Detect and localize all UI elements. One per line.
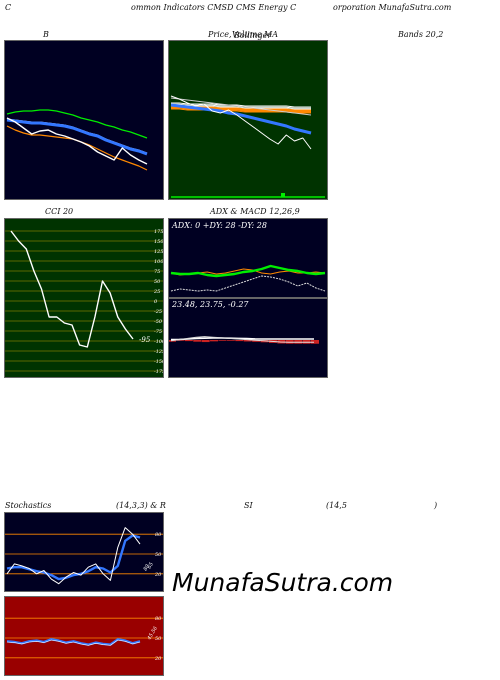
cci-line	[10, 230, 134, 348]
cci-tick-label: 150	[154, 239, 163, 245]
macd-histogram-bar	[252, 340, 261, 342]
bollinger-chart	[6, 109, 148, 171]
cci-tick-label: -175	[154, 369, 163, 375]
cci-last-label: -95	[139, 336, 151, 344]
rsi-params: (14,5	[326, 501, 347, 510]
price-panel	[168, 40, 328, 200]
cci-tick-label: -75	[154, 329, 162, 335]
price-close-line	[170, 95, 312, 150]
bollinger-title: B	[43, 30, 49, 39]
cci-tick-label: 50	[154, 279, 161, 285]
stoch-params: (14,3,3) & R	[116, 501, 166, 510]
macd-histogram-bar	[218, 340, 227, 341]
stoch-title: Stochastics	[5, 501, 52, 510]
cci-chart: 175 150 125 100 75 50 25 0 -25 -50 -75 -100 -125 -150…	[5, 229, 166, 375]
macd-histogram-bar	[193, 340, 202, 342]
header-part1: C	[5, 3, 12, 12]
cci-tick-label: -150	[154, 359, 163, 365]
bands-title: Bands 20,2	[398, 30, 444, 39]
rsi-line	[6, 638, 141, 646]
macd-histogram-bar	[184, 340, 193, 342]
rsi-panel: 80 50 20 45.56	[4, 596, 164, 676]
bollinger-middle-line	[6, 118, 148, 156]
macd-histogram-bar	[176, 340, 185, 341]
rsi-highlight-line	[6, 639, 141, 646]
ma-title: MA	[264, 30, 278, 39]
header-part2: ommon Indicators CMSD CMS Energy C	[131, 3, 297, 12]
rsi-tick-label: 50	[155, 636, 162, 642]
price-ma-white-line	[170, 97, 312, 116]
stoch-k-line	[6, 527, 141, 585]
cci-tick-label: -25	[154, 309, 162, 315]
adx-plus-dy-line	[170, 264, 326, 278]
macd-chart	[168, 336, 319, 344]
cci-tick-label: 0	[154, 299, 158, 305]
stoch-last-label: 80	[143, 563, 152, 572]
cci-tick-label: -100	[154, 339, 163, 345]
stoch-panel: 80 50 20 80 65	[4, 512, 164, 592]
rsi-tick-label: 20	[154, 656, 162, 662]
macd-line	[170, 336, 314, 343]
macd-label: 23.48, 23.75, -0.27	[172, 300, 249, 309]
cci-tick-label: 175	[154, 229, 163, 235]
bollinger-upper-line	[6, 109, 148, 139]
cci-tick-label: 100	[154, 259, 163, 265]
bollinger-close-line	[6, 117, 148, 165]
volume-title: Volume	[232, 30, 262, 39]
watermark: MunafaSutra.com	[172, 568, 394, 597]
stoch-tick-label: 20	[154, 572, 162, 578]
price-title: Price,	[208, 30, 232, 39]
macd-signal-line	[170, 337, 314, 341]
adx-chart	[170, 264, 326, 292]
rsi-title: SI	[244, 501, 253, 510]
adx-line	[170, 275, 326, 292]
cci-tick-label: -50	[154, 319, 163, 325]
cci-panel: 175 150 125 100 75 50 25 0 -25 -50 -75 -100 -125 -150…	[4, 218, 166, 378]
stoch-d-line	[6, 534, 141, 581]
stoch-tick-label: 80	[155, 532, 162, 538]
price-chart	[170, 95, 325, 198]
cci-title: CCI 20	[45, 207, 74, 216]
stoch-last-label: 65	[147, 561, 155, 570]
macd-histogram-bar	[210, 340, 219, 342]
rsi-close: )	[434, 501, 438, 510]
stoch-tick-label: 50	[155, 552, 162, 558]
macd-histogram-bar	[243, 340, 252, 342]
adx-label: ADX: 0 +DY: 28 -DY: 28	[172, 221, 267, 230]
cci-tick-label: 125	[154, 249, 163, 255]
adx-macd-title: ADX & MACD 12,26,9	[210, 207, 300, 216]
macd-histogram-bar	[201, 340, 210, 343]
price-ma-blue-line	[170, 103, 312, 135]
bollinger-overlap-title: Bollinger	[234, 31, 272, 40]
macd-panel: 23.48, 23.75, -0.27	[168, 298, 328, 378]
macd-histogram-bar	[226, 340, 235, 341]
price-ma-band-line	[171, 102, 311, 108]
macd-histogram-bar	[311, 340, 319, 344]
cci-tick-label: 25	[153, 289, 160, 295]
rsi-tick-label: 80	[155, 616, 162, 622]
header-part3: orporation MunafaSutra.com	[333, 3, 452, 12]
volume-bar	[281, 193, 285, 197]
macd-histogram-bar	[235, 340, 244, 342]
cci-tick-label: 75	[154, 269, 160, 275]
adx-panel: ADX: 0 +DY: 28 -DY: 28	[168, 218, 328, 298]
cci-tick-label: -125	[154, 349, 163, 355]
bollinger-panel	[4, 40, 164, 200]
